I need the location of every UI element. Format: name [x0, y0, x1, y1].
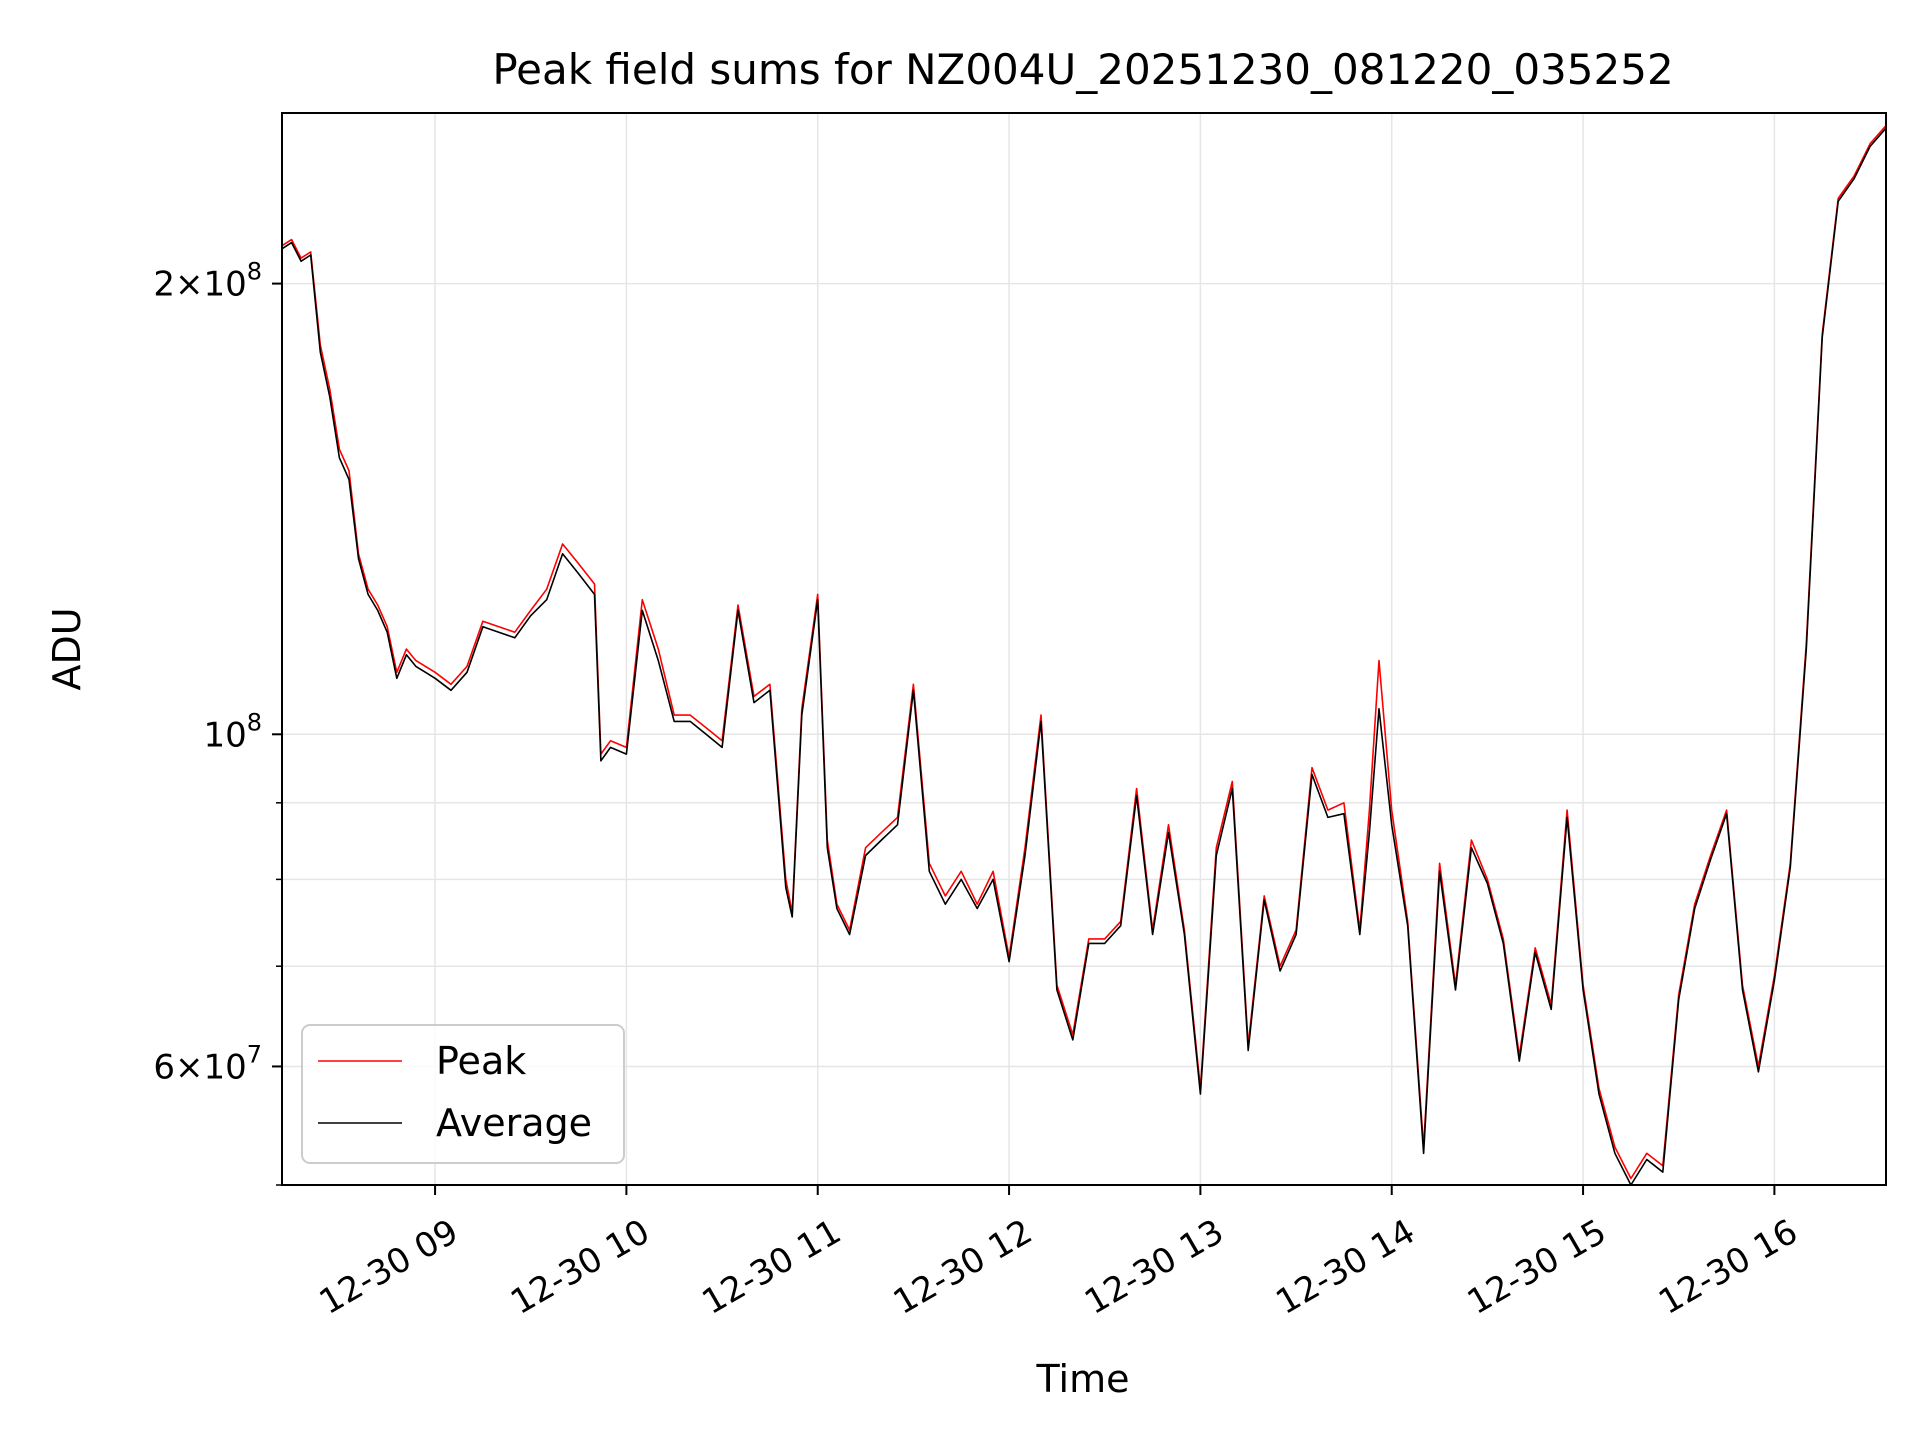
series-layer: [281, 125, 1887, 1186]
y-tick-label: 6×107: [153, 1040, 262, 1087]
y-tick-label: 108: [203, 708, 262, 755]
grid-layer: [282, 113, 1886, 1186]
y-axis: 6×107 108 2×108: [153, 258, 282, 1186]
plot-frame: [281, 112, 1887, 1186]
legend-box: [301, 1024, 625, 1164]
series-line-average: [281, 127, 1887, 1186]
y-axis-label: ADU: [45, 607, 89, 690]
legend: Peak Average: [301, 1024, 625, 1164]
chart-title: Peak field sums for NZ004U_20251230_0812…: [492, 45, 1673, 94]
legend-label-peak: Peak: [436, 1039, 526, 1083]
x-axis-label: Time: [1036, 1357, 1130, 1401]
legend-label-average: Average: [436, 1101, 592, 1145]
y-tick-label: 2×108: [153, 258, 262, 305]
